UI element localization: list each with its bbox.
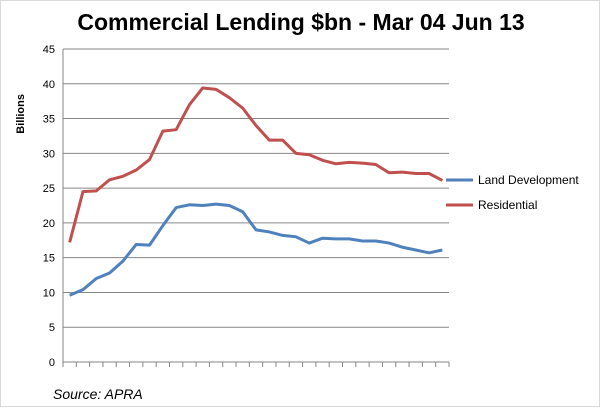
legend-label: Residential: [478, 198, 537, 212]
y-tick-label: 30: [43, 148, 55, 160]
series-line-residential: [68, 86, 444, 243]
y-tick-label: 35: [43, 114, 55, 126]
y-tick-label: 5: [49, 322, 55, 334]
y-tick-label: 40: [43, 79, 55, 91]
y-tick-label: 0: [49, 357, 55, 369]
y-tick-label: 45: [43, 44, 55, 56]
series-line-land-development: [69, 202, 443, 297]
y-tick-label: 20: [43, 218, 55, 230]
y-tick-label: 25: [43, 183, 55, 195]
source-note: Source: APRA: [53, 386, 143, 402]
chart-title: Commercial Lending $bn - Mar 04 Jun 13: [77, 9, 525, 35]
legend-label: Land Development: [478, 173, 579, 187]
y-tick-label: 10: [43, 287, 55, 299]
y-tick-label: 15: [43, 253, 55, 265]
